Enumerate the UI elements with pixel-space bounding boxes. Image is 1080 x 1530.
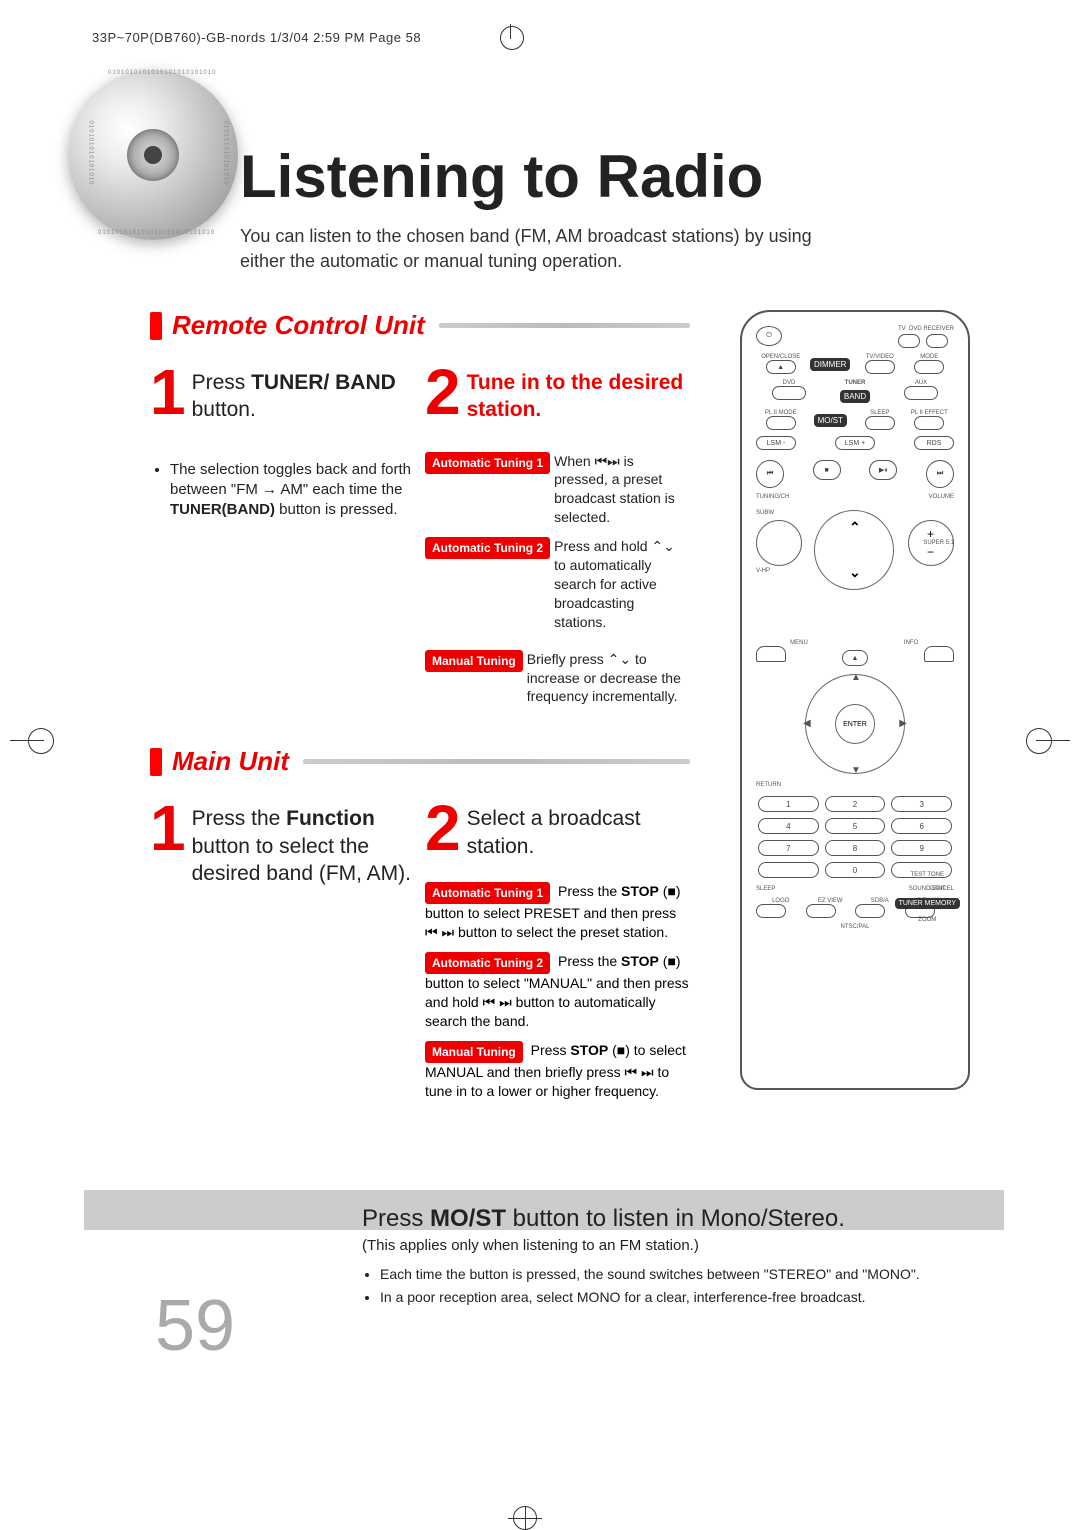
section-remote-header: Remote Control Unit [150,310,690,341]
main-manual-tuning: Manual Tuning Press STOP (■) to select M… [425,1041,690,1101]
main-step-1: 1 Press the Function button to select th… [150,801,415,887]
pill-label: Automatic Tuning 1 [425,452,550,474]
power-button: ⏻ [756,326,782,346]
most-highlight: MO/ST [814,414,847,427]
stop-icon: ■ [813,460,841,480]
crop-mark-top [510,32,530,52]
main-step-2: 2 Select a broadcast station. [425,801,690,860]
page-title: Listening to Radio [240,142,763,211]
pill-label: Manual Tuning [425,1041,523,1063]
bottom-subtitle: (This applies only when listening to an … [362,1237,1002,1254]
pill-label: Automatic Tuning 2 [425,952,550,974]
step-text: Tune in to the desired station. [467,365,690,424]
page-number: 59 [155,1285,235,1367]
step-text: Select a broadcast station. [467,801,690,860]
step-number: 1 [150,801,186,855]
main-auto-tuning-2: Automatic Tuning 2 Press the STOP (■) bu… [425,952,690,1031]
section-main-title: Main Unit [172,746,289,777]
pill-label: Manual Tuning [425,650,523,672]
tuning-wheel: ⌃ ⌄ [814,510,894,590]
bottom-bullet-2: In a poor reception area, select MONO fo… [380,1287,1002,1308]
remote-auto-tuning-1: Automatic Tuning 1 When ⏮⏭ is pressed, a… [425,452,690,528]
next-track-icon: ⏭ [926,460,954,488]
bottom-bullet-1: Each time the button is pressed, the sou… [380,1264,1002,1285]
remote-manual-tuning: Manual Tuning Briefly press ⌃⌄ to increa… [425,650,690,707]
section-main-header: Main Unit [150,746,690,777]
step-number: 1 [150,365,186,419]
main-auto-tuning-1: Automatic Tuning 1 Press the STOP (■) bu… [425,882,690,942]
prev-track-icon: ⏮ [756,460,784,488]
section-remote-title: Remote Control Unit [172,310,425,341]
pill-label: Automatic Tuning 2 [425,537,550,559]
bottom-note: Press MO/ST button to listen in Mono/Ste… [362,1205,1002,1310]
remote-control-illustration: ⏻ TV DVD RECEIVER OPEN/CLOSE▲ DIMMER TV/… [740,310,970,1090]
page-header: 33P~70P(DB760)-GB-nords 1/3/04 2:59 PM P… [92,30,421,45]
disc-graphic: 0101010101010101010101010 01010101010101… [68,70,248,250]
pill-label: Automatic Tuning 1 [425,882,550,904]
play-pause-icon: ▶⏸ [869,460,897,480]
bottom-title: Press MO/ST button to listen in Mono/Ste… [362,1205,1002,1233]
remote-auto-tuning-2: Automatic Tuning 2 Press and hold ⌃⌄ to … [425,537,690,631]
tuner-memory-highlight: TUNER MEMORY [895,898,960,909]
step-number: 2 [425,365,461,419]
remote-step-1: 1 Press TUNER/ BAND button. [150,365,415,424]
remote-step-2: 2 Tune in to the desired station. [425,365,690,424]
number-pad: 123 456 789 0 [758,796,952,878]
step-text: Press the Function button to select the … [192,801,415,887]
step-text: Press TUNER/ BAND button. [192,365,415,424]
dpad: ENTER ▲ ▼ ◀ ▶ [805,674,905,774]
page-subtitle: You can listen to the chosen band (FM, A… [240,224,860,274]
band-highlight: BAND [840,390,870,403]
remote-step1-bullet: The selection toggles back and forth bet… [170,460,415,521]
step-number: 2 [425,801,461,855]
